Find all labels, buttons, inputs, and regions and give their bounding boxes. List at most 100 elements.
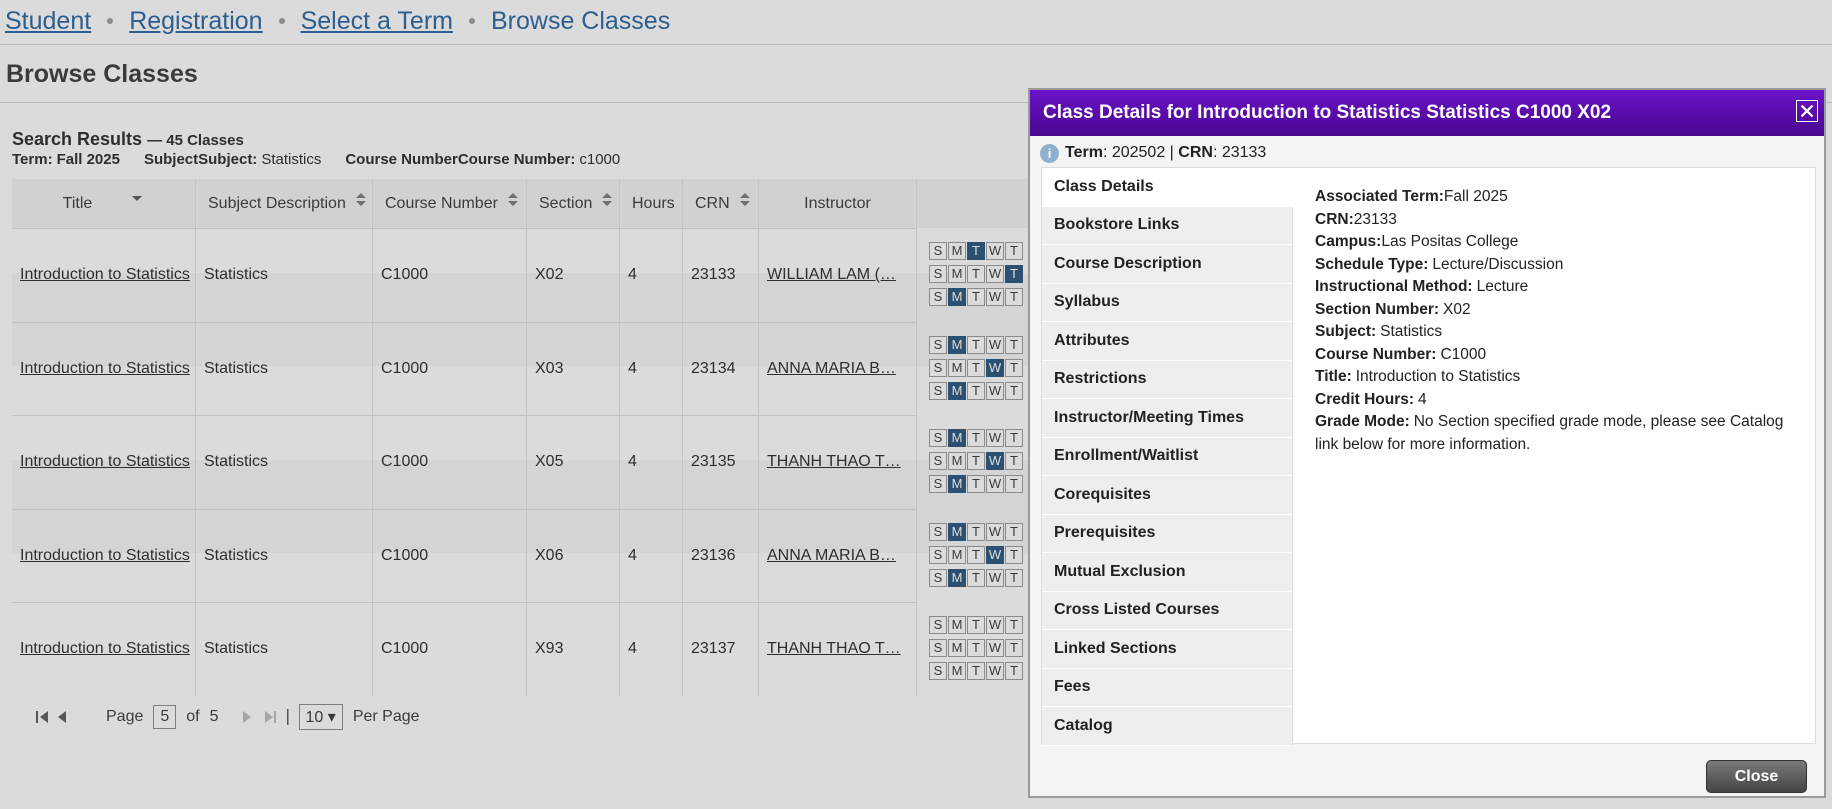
page-total: 5 xyxy=(209,708,219,725)
table-cell: THANH THAO T… xyxy=(759,415,917,509)
meeting-day: T xyxy=(1005,452,1023,470)
meeting-day: W xyxy=(986,475,1004,493)
detail-tab[interactable]: Syllabus xyxy=(1042,283,1293,322)
detail-value: X02 xyxy=(1443,300,1471,318)
detail-tab[interactable]: Mutual Exclusion xyxy=(1042,553,1293,592)
info-line: i Term: 202502 | CRN: 23133 xyxy=(1040,140,1266,166)
pager-nav-next-last[interactable] xyxy=(229,709,289,725)
breadcrumb-link[interactable]: Registration xyxy=(129,6,263,35)
meeting-day: T xyxy=(1005,522,1023,541)
value: c1000 xyxy=(579,151,621,168)
breadcrumb-link[interactable]: Browse Classes xyxy=(490,6,671,35)
cell-link[interactable]: ANNA MARIA B… xyxy=(767,546,896,564)
cell-text: C1000 xyxy=(381,359,429,377)
label: Course NumberCourse Number: xyxy=(345,151,576,168)
sort-icon[interactable] xyxy=(130,192,144,208)
detail-tab[interactable]: Class Details xyxy=(1042,168,1293,207)
cell-text: X05 xyxy=(535,453,564,471)
meeting-day: T xyxy=(1005,288,1023,306)
cell-link[interactable]: THANH THAO T… xyxy=(767,640,901,658)
table-cell: Statistics xyxy=(196,602,373,696)
breadcrumb-separator xyxy=(468,18,475,24)
breadcrumb-link[interactable]: Select a Term xyxy=(300,6,453,35)
detail-line: Course Number: C1000 xyxy=(1315,344,1785,367)
column-header[interactable]: CRN xyxy=(683,179,759,228)
details-panel: Associated Term:Fall 2025 CRN:23133 Campus… xyxy=(1041,167,1816,746)
table-cell: 4 xyxy=(620,508,683,602)
cell-link[interactable]: THANH THAO T… xyxy=(767,453,901,471)
cell-link[interactable]: WILLIAM LAM (… xyxy=(767,266,896,284)
breadcrumbs: Student Registration Select a Term Browse C… xyxy=(5,2,670,40)
close-button[interactable]: Close xyxy=(1706,760,1807,793)
cell-text: 4 xyxy=(628,453,637,471)
cell-text: Statistics xyxy=(204,640,269,658)
table-cell: C1000 xyxy=(373,415,527,509)
meeting-day: S xyxy=(929,616,947,634)
detail-tab[interactable]: Attributes xyxy=(1042,322,1293,361)
column-header[interactable]: Course Number xyxy=(373,179,527,228)
detail-tab[interactable]: Corequisites xyxy=(1042,476,1293,515)
results-count: — 45 Classes xyxy=(147,132,244,149)
table-cell: 4 xyxy=(620,321,683,415)
criterion: SubjectSubject: Statistics xyxy=(144,151,321,168)
detail-value: 4 xyxy=(1418,390,1427,408)
sort-icon[interactable] xyxy=(738,192,752,208)
criterion: Course NumberCourse Number: c1000 xyxy=(345,151,620,168)
detail-tab[interactable]: Restrictions xyxy=(1042,360,1293,399)
detail-tab[interactable]: Catalog xyxy=(1042,707,1293,746)
cell-link[interactable]: Introduction to Statistics xyxy=(20,453,190,471)
table-cell: 23137 xyxy=(683,602,759,696)
cell-link[interactable]: Introduction to Statistics xyxy=(20,359,190,377)
table-cell: Introduction to Statistics xyxy=(12,508,196,602)
cell-link[interactable]: Introduction to Statistics xyxy=(20,266,190,284)
meeting-day: W xyxy=(986,242,1004,260)
meeting-day: T xyxy=(1005,429,1023,447)
column-header[interactable]: Hours xyxy=(620,179,683,228)
cell-text: 4 xyxy=(628,546,637,564)
meeting-day: S xyxy=(929,522,947,541)
cell-text: X03 xyxy=(535,359,564,377)
page-input[interactable]: 5 xyxy=(153,705,177,729)
detail-tab[interactable]: Course Description xyxy=(1042,245,1293,284)
detail-tab[interactable]: Enrollment/Waitlist xyxy=(1042,437,1293,476)
meeting-day: M xyxy=(948,568,966,587)
detail-tab[interactable]: Fees xyxy=(1042,668,1293,707)
cell-text: 23133 xyxy=(691,266,736,284)
breadcrumb-link[interactable]: Student xyxy=(5,6,92,35)
detail-value: C1000 xyxy=(1440,345,1487,363)
meeting-day: T xyxy=(967,616,985,634)
column-header[interactable]: Instructor xyxy=(759,179,917,228)
detail-tab[interactable]: Linked Sections xyxy=(1042,630,1293,669)
detail-tab[interactable]: Instructor/Meeting Times xyxy=(1042,399,1293,438)
cell-link[interactable]: Introduction to Statistics xyxy=(20,546,190,564)
detail-tab[interactable]: Prerequisites xyxy=(1042,514,1293,553)
dialog-close-icon[interactable] xyxy=(1796,100,1818,122)
detail-line: Section Number: X02 xyxy=(1315,299,1785,322)
sort-icon[interactable] xyxy=(506,192,520,208)
meeting-day: S xyxy=(929,545,947,564)
label: Term: xyxy=(12,151,53,168)
meeting-day: T xyxy=(1005,545,1023,564)
column-header[interactable]: Subject Description xyxy=(196,179,373,228)
detail-tab[interactable]: Cross Listed Courses xyxy=(1042,591,1293,630)
per-page-select[interactable]: 10 ▾ xyxy=(298,704,343,730)
table-cell: Statistics xyxy=(196,415,373,509)
meeting-day: W xyxy=(986,288,1004,306)
page-heading: Browse Classes xyxy=(6,60,198,88)
cell-link[interactable]: Introduction to Statistics xyxy=(20,640,190,658)
sort-icon[interactable] xyxy=(354,192,368,208)
column-header[interactable]: Title xyxy=(12,179,196,228)
search-results: Search Results — 45 Classes xyxy=(12,129,244,150)
meeting-day: T xyxy=(1005,568,1023,587)
table-cell: Statistics xyxy=(196,321,373,415)
meeting-day: M xyxy=(948,429,966,447)
column-title: Course Number xyxy=(385,194,498,212)
search-criteria: Term: Fall 2025 SubjectSubject: Statistics… xyxy=(12,151,620,168)
detail-label: Campus: xyxy=(1315,233,1382,250)
detail-tab[interactable]: Bookstore Links xyxy=(1042,206,1293,245)
detail-label: Section Number: xyxy=(1315,300,1440,318)
column-header[interactable]: Section xyxy=(527,179,620,228)
sort-icon[interactable] xyxy=(600,192,614,208)
pager-nav-first-prev[interactable] xyxy=(36,709,96,725)
cell-link[interactable]: ANNA MARIA B… xyxy=(767,359,896,377)
